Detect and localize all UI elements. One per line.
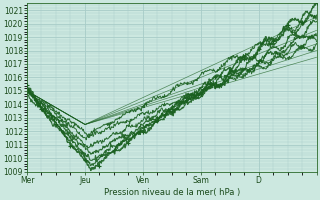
X-axis label: Pression niveau de la mer( hPa ): Pression niveau de la mer( hPa ) <box>104 188 240 197</box>
